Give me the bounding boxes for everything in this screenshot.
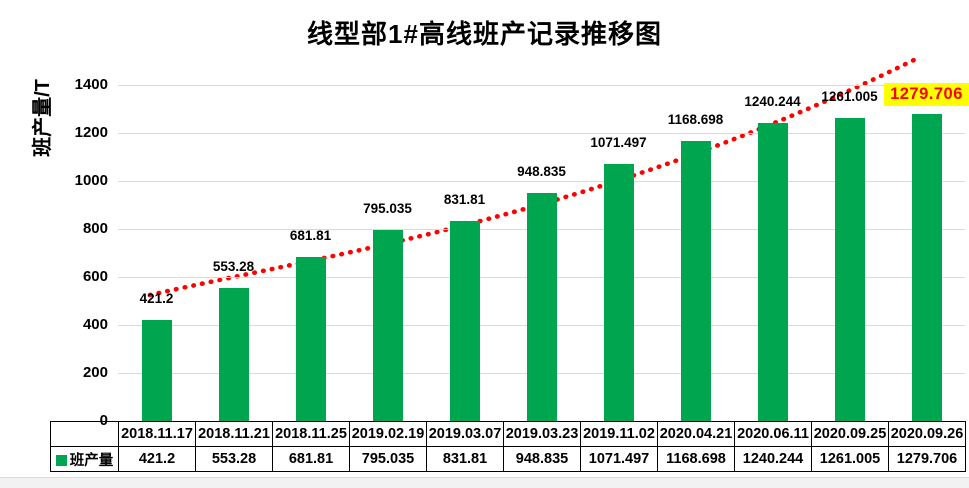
gridline bbox=[118, 132, 965, 134]
bar[interactable] bbox=[449, 221, 480, 421]
legend-label: 班产量 bbox=[69, 452, 114, 469]
gridline bbox=[118, 84, 965, 86]
date-header-cell: 2020.09.26 bbox=[888, 421, 966, 447]
y-tick-label: 600 bbox=[82, 268, 108, 285]
bar-value-label: 795.035 bbox=[363, 201, 412, 216]
bar-value-label: 831.81 bbox=[443, 192, 486, 207]
date-header-cell: 2018.11.17 bbox=[118, 421, 196, 447]
value-cell: 1168.698 bbox=[657, 446, 735, 472]
bar[interactable] bbox=[603, 164, 634, 421]
y-axis-title: 班产量/T bbox=[32, 79, 54, 157]
date-header-cell: 2020.06.11 bbox=[734, 421, 812, 447]
value-cell: 681.81 bbox=[272, 446, 350, 472]
date-header-cell: 2020.09.25 bbox=[811, 421, 889, 447]
bar[interactable] bbox=[372, 230, 403, 421]
value-cell: 421.2 bbox=[118, 446, 196, 472]
bar-value-label: 1261.005 bbox=[821, 89, 878, 104]
date-header-cell: 2020.04.21 bbox=[657, 421, 735, 447]
gridline bbox=[118, 180, 965, 182]
table-corner-spacer bbox=[50, 421, 119, 447]
y-tick-label: 1400 bbox=[74, 76, 108, 93]
bar-value-label: 1071.497 bbox=[590, 135, 647, 150]
y-tick-label: 200 bbox=[82, 364, 108, 381]
date-header-cell: 2019.11.02 bbox=[580, 421, 658, 447]
bar[interactable] bbox=[526, 193, 557, 421]
bar-value-label-highlighted: 1279.706 bbox=[847, 83, 969, 106]
bar[interactable] bbox=[757, 123, 788, 421]
value-cell: 795.035 bbox=[349, 446, 427, 472]
date-header-cell: 2019.03.07 bbox=[426, 421, 504, 447]
value-cell: 553.28 bbox=[195, 446, 273, 472]
bar-value-label: 681.81 bbox=[289, 228, 332, 243]
y-tick-label: 800 bbox=[82, 220, 108, 237]
legend-swatch-icon bbox=[55, 454, 67, 466]
bar[interactable] bbox=[834, 118, 865, 421]
bar-value-label: 421.2 bbox=[139, 291, 174, 306]
value-cell: 1071.497 bbox=[580, 446, 658, 472]
data-table: 2018.11.17 2018.11.21 2018.11.25 2019.02.19… bbox=[50, 421, 966, 472]
y-tick-label: 400 bbox=[82, 316, 108, 333]
value-cell: 1240.244 bbox=[734, 446, 812, 472]
y-tick-label: 1000 bbox=[74, 172, 108, 189]
bar-value-label: 1168.698 bbox=[667, 112, 724, 127]
value-cell: 1261.005 bbox=[811, 446, 889, 472]
date-header-cell: 2019.02.19 bbox=[349, 421, 427, 447]
bar[interactable] bbox=[295, 257, 326, 421]
chart-title: 线型部1#高线班产记录推移图 bbox=[307, 19, 662, 49]
date-header-cell: 2019.03.23 bbox=[503, 421, 581, 447]
date-header-cell: 2018.11.21 bbox=[195, 421, 273, 447]
bar[interactable] bbox=[141, 320, 172, 421]
highlighted-value: 1279.706 bbox=[884, 83, 969, 106]
window-bottom-strip bbox=[0, 477, 969, 488]
y-tick-label: 1200 bbox=[74, 124, 108, 141]
value-cell: 948.835 bbox=[503, 446, 581, 472]
value-cell: 1279.706 bbox=[888, 446, 966, 472]
y-tick-label: 0 bbox=[99, 412, 108, 429]
bar-value-label: 1240.244 bbox=[744, 94, 801, 109]
bar[interactable] bbox=[911, 114, 942, 421]
bar[interactable] bbox=[680, 141, 711, 421]
bar-value-label: 553.28 bbox=[212, 259, 255, 274]
legend-cell: 班产量 bbox=[50, 446, 119, 472]
value-cell: 831.81 bbox=[426, 446, 504, 472]
bar[interactable] bbox=[218, 288, 249, 421]
bar-value-label: 948.835 bbox=[517, 164, 566, 179]
date-header-cell: 2018.11.25 bbox=[272, 421, 350, 447]
